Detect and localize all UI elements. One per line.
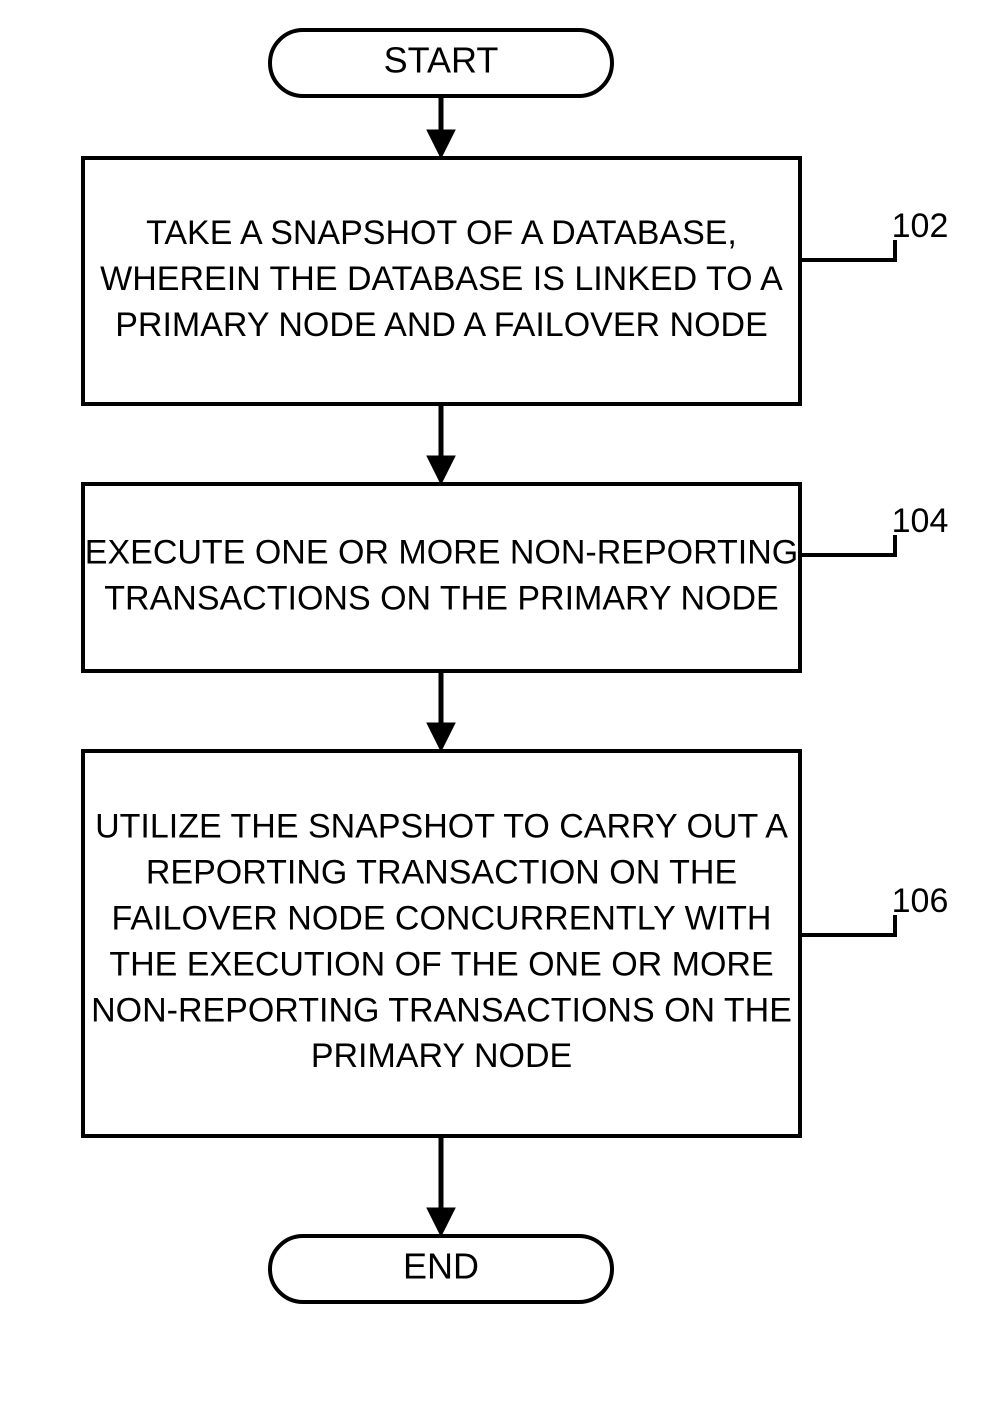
leader-n106	[800, 915, 895, 935]
node-start-line-0: START	[384, 40, 499, 81]
arrowhead-n104-n106	[427, 723, 455, 751]
label-n104: 104	[892, 502, 949, 540]
node-n106: UTILIZE THE SNAPSHOT TO CARRY OUT A REPOR…	[83, 751, 948, 1136]
leader-n102	[800, 240, 895, 260]
node-n102-line-2: PRIMARY NODE AND A FAILOVER NODE	[115, 306, 768, 344]
node-n104-line-1: TRANSACTIONS ON THE PRIMARY NODE	[104, 579, 778, 617]
node-n106-line-1: REPORTING TRANSACTION ON THE	[146, 854, 737, 892]
flowchart-canvas: START TAKE A SNAPSHOT OF A DATABASE, WHERE…	[0, 0, 995, 1424]
node-start: START	[270, 30, 612, 96]
node-n102-line-0: TAKE A SNAPSHOT OF A DATABASE,	[146, 214, 737, 252]
node-n104: EXECUTE ONE OR MORE NON-REPORTING TRANSAC…	[83, 484, 948, 671]
node-end-line-0: END	[403, 1246, 479, 1287]
node-n102: TAKE A SNAPSHOT OF A DATABASE, WHEREIN TH…	[83, 158, 948, 404]
node-n106-line-4: NON-REPORTING TRANSACTIONS ON THE	[91, 991, 792, 1029]
leader-n104	[800, 535, 895, 555]
node-end: END	[270, 1236, 612, 1302]
arrowhead-n106-end	[427, 1208, 455, 1236]
node-n106-line-3: THE EXECUTION OF THE ONE OR MORE	[109, 945, 773, 983]
node-n106-line-5: PRIMARY NODE	[311, 1037, 572, 1075]
node-n104-line-0: EXECUTE ONE OR MORE NON-REPORTING	[85, 534, 798, 572]
arrowhead-n102-n104	[427, 456, 455, 484]
node-n102-line-1: WHEREIN THE DATABASE IS LINKED TO A	[100, 260, 783, 298]
node-n106-line-0: UTILIZE THE SNAPSHOT TO CARRY OUT A	[95, 808, 788, 846]
label-n106: 106	[892, 882, 949, 920]
arrowhead-start-n102	[427, 130, 455, 158]
label-n102: 102	[892, 207, 949, 245]
node-n106-line-2: FAILOVER NODE CONCURRENTLY WITH	[112, 900, 772, 938]
